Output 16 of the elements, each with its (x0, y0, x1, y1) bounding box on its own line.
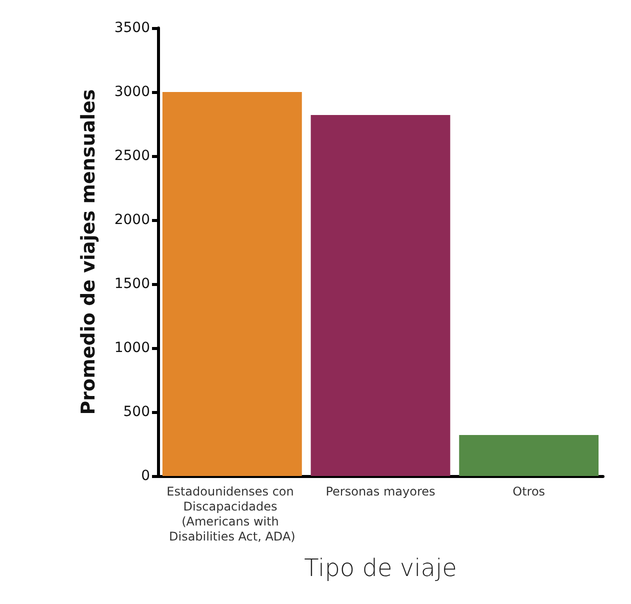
y-axis-title: Promedio de viajes mensuales (78, 89, 100, 415)
x-axis-title: Tipo de viaje (304, 554, 457, 582)
x-tick-label: Otros (512, 484, 546, 498)
y-tick-label: 2000 (114, 212, 150, 228)
y-tick-label: 1000 (114, 340, 150, 356)
y-tick-label: 0 (141, 468, 150, 484)
bar (162, 92, 302, 476)
y-tick-label: 1500 (114, 276, 150, 292)
x-tick-label: Estadounidenses con Discapacidades (Americans with Disabilities Act, ADA) (166, 484, 298, 544)
bar (310, 115, 450, 476)
y-tick-label: 3500 (114, 20, 150, 36)
y-tick-label: 2500 (114, 148, 150, 164)
bar (459, 435, 599, 476)
y-tick-label: 500 (123, 404, 150, 420)
x-tick-label: Personas mayores (326, 484, 436, 498)
y-tick-label: 3000 (114, 84, 150, 100)
